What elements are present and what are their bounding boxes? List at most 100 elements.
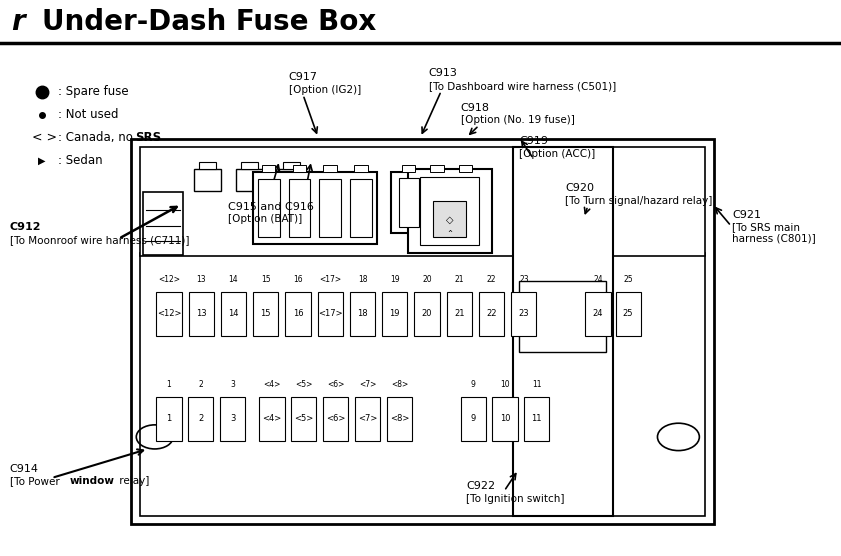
Text: 15: 15 [261,309,271,318]
Bar [492,397,517,441]
Bar [616,292,641,336]
Text: 23: 23 [519,309,529,318]
Bar [456,178,476,227]
Text: <17>: <17> [320,275,341,284]
Bar [199,162,216,168]
Text: 1: 1 [167,414,172,423]
Text: 21: 21 [454,275,464,284]
Text: 23: 23 [519,275,529,284]
Bar [258,179,279,237]
Bar [318,292,343,336]
Text: <17>: <17> [318,309,342,318]
Bar [220,397,246,441]
Bar [323,397,348,441]
Bar [355,397,380,441]
Text: < >: < > [32,131,56,145]
Text: <4>: <4> [263,380,281,389]
Text: C921: C921 [732,210,761,220]
Bar [241,162,258,168]
Bar [283,162,299,168]
Bar [262,165,275,172]
Text: [To Dashboard wire harness (C501)]: [To Dashboard wire harness (C501)] [429,81,616,91]
Bar [285,292,310,336]
Bar [253,292,278,336]
Text: 13: 13 [197,275,206,284]
Text: 14: 14 [229,275,238,284]
Text: [To Ignition switch]: [To Ignition switch] [467,494,565,504]
Text: 13: 13 [196,309,207,318]
Text: [To Power: [To Power [10,476,63,486]
Text: C913: C913 [429,68,458,78]
Text: r: r [12,8,25,36]
Text: 16: 16 [294,275,303,284]
Bar [194,168,221,191]
Bar [391,172,488,233]
Text: harness (C801)]: harness (C801)] [732,233,816,243]
Text: C919: C919 [519,136,548,146]
Text: 22: 22 [486,309,497,318]
Bar [350,179,372,237]
Text: 1: 1 [167,380,172,389]
Text: 20: 20 [422,309,432,318]
Text: <7>: <7> [358,414,378,423]
Text: [Option (IG2)]: [Option (IG2)] [288,85,361,95]
Bar [402,165,415,172]
Bar [459,165,473,172]
Bar [156,397,182,441]
Bar [420,177,479,245]
Bar [293,165,306,172]
Bar [524,397,549,441]
Text: 20: 20 [422,275,432,284]
Text: C922: C922 [467,481,495,491]
Bar [433,201,467,237]
Bar [291,397,316,441]
Bar [324,165,337,172]
Bar [461,397,486,441]
Text: ▶: ▶ [38,156,45,166]
Bar [447,292,472,336]
Text: : Not used: : Not used [58,108,119,121]
Text: 24: 24 [593,275,603,284]
Text: 9: 9 [471,380,475,389]
Text: <12>: <12> [158,275,180,284]
Text: 22: 22 [487,275,496,284]
Bar [387,397,412,441]
Text: 25: 25 [623,275,633,284]
Text: SRS: SRS [135,131,161,145]
Bar [512,147,613,517]
Bar [479,292,504,336]
Text: : Spare fuse: : Spare fuse [58,86,129,98]
Text: 10: 10 [500,414,510,423]
Text: 25: 25 [623,309,633,318]
Bar [236,168,263,191]
Bar [585,292,611,336]
Bar [140,147,706,256]
Bar [156,292,182,336]
Bar [320,179,341,237]
Text: : Canada, no: : Canada, no [58,131,137,145]
Bar [408,168,491,254]
Text: Under-Dash Fuse Box: Under-Dash Fuse Box [41,8,376,36]
Bar [143,192,183,255]
Text: <7>: <7> [359,380,376,389]
Text: 11: 11 [532,380,542,389]
Text: 2: 2 [198,380,204,389]
Text: 10: 10 [500,380,510,389]
Text: window: window [70,476,115,486]
Text: [To Moonroof wire harness (C711)]: [To Moonroof wire harness (C711)] [10,235,189,245]
Text: ◇: ◇ [446,215,453,225]
Text: 16: 16 [293,309,304,318]
Text: 9: 9 [470,414,476,423]
Bar [519,281,606,352]
Text: 2: 2 [198,414,204,423]
Bar [253,172,377,244]
Text: 19: 19 [389,309,400,318]
Text: relay]: relay] [116,476,150,486]
Bar [288,179,310,237]
Text: C915 and C916: C915 and C916 [228,202,314,212]
Bar [278,168,304,191]
Bar [350,292,375,336]
Bar [188,292,214,336]
Bar [431,165,444,172]
Text: <5>: <5> [294,414,314,423]
